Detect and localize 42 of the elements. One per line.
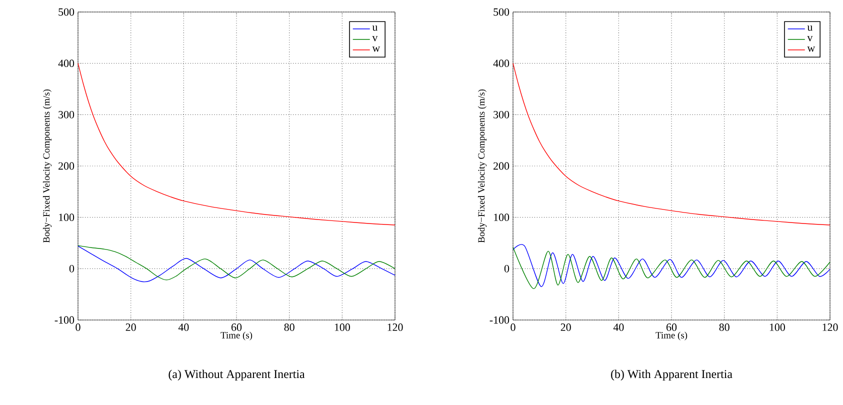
x-tick-label: 40: [613, 324, 624, 331]
y-tick-label: 200: [494, 162, 510, 170]
legend-label: u: [372, 26, 378, 31]
y-axis-title: Body−Fixed Velocity Components (m/s): [478, 89, 487, 243]
x-tick-label: 0: [510, 324, 516, 331]
y-tick-label: 200: [58, 162, 74, 170]
y-tick-label: 0: [504, 264, 510, 272]
x-tick-label: 80: [284, 324, 294, 331]
x-tick-label: 120: [388, 324, 403, 331]
x-tick-label: 0: [76, 324, 80, 331]
y-tick-label: 400: [58, 60, 74, 68]
x-tick-label: 60: [231, 324, 242, 331]
y-tick-label: 0: [69, 264, 74, 272]
x-tick-label: 20: [560, 324, 571, 331]
y-axis-title: Body−Fixed Velocity Components (m/s): [42, 89, 52, 243]
y-tick-label: 500: [58, 8, 74, 16]
legend-label: v: [372, 36, 378, 42]
y-tick-label: -100: [490, 316, 510, 324]
line-series: [512, 62, 830, 226]
y-tick-label: -100: [54, 316, 74, 324]
x-tick-label: 80: [719, 324, 730, 331]
x-tick-label: 100: [334, 324, 350, 331]
x-tick-label: 60: [666, 324, 677, 331]
y-tick-label: 300: [494, 110, 510, 118]
line-series: [78, 62, 396, 226]
legend-label: w: [372, 46, 380, 52]
y-tick-label: 100: [59, 214, 74, 222]
text: (b) With Apparent Inertia: [611, 370, 732, 381]
y-tick-label: 500: [494, 8, 510, 16]
legend-label: v: [807, 36, 813, 42]
y-tick-label: 300: [58, 110, 74, 118]
legend-label: w: [807, 46, 816, 52]
text: (a) Without Apparent Inertia: [168, 370, 305, 381]
x-tick-label: 100: [770, 324, 785, 331]
x-axis-title: Time (s): [656, 332, 688, 340]
x-tick-label: 20: [126, 324, 136, 331]
y-tick-label: 100: [494, 214, 510, 222]
y-tick-label: 400: [493, 60, 510, 68]
x-axis-title: Time (s): [220, 332, 252, 340]
x-tick-label: 120: [822, 324, 838, 331]
x-tick-label: 40: [178, 324, 189, 331]
legend-label: u: [807, 26, 813, 31]
